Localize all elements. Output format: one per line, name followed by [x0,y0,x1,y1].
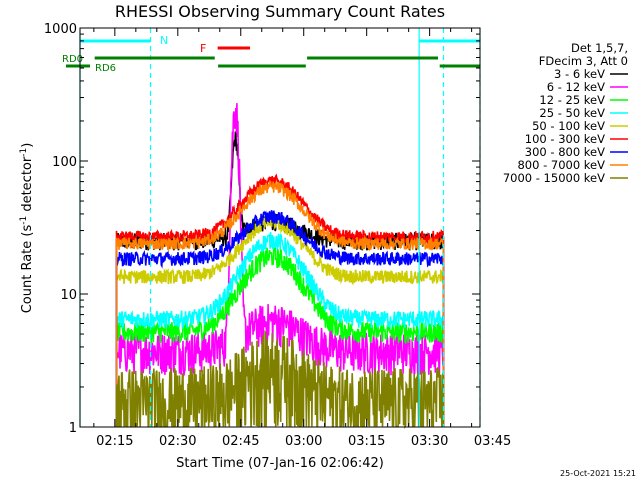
x-tick-label-5: 03:30 [411,434,448,449]
flare-label: F [200,42,206,55]
x-tick-label-4: 03:15 [348,434,385,449]
legend-label-7: 800 - 7000 keV [517,158,605,172]
y-tick-label-3: 1000 [44,22,77,37]
x-axis: 02:15 02:30 02:45 03:00 03:15 03:30 03:45 [93,28,511,449]
date-stamp: 25-Oct-2021 15:21 [560,469,636,478]
y-axis-label-main: Count Rate (s [20,225,35,314]
x-axis-label: Start Time (07-Jan-16 02:06:42) [176,456,384,471]
y-axis: 1 10 100 1000 [44,22,480,436]
x-tick-label-0: 02:15 [96,434,133,449]
series-line-3 [115,232,445,428]
x-tick-label-6: 03:45 [474,434,511,449]
rd6-label: RD6 [95,63,116,74]
saa-label: N [160,34,168,47]
y-axis-label: Count Rate (s-1 detector-1) [19,143,35,314]
y-axis-label-mid: detector [20,156,35,216]
legend-label-0: 3 - 6 keV [554,67,605,81]
series-line-6 [115,210,445,428]
y-axis-label-sup2: -1 [19,148,29,157]
y-tick-label-1: 10 [60,288,77,303]
series-line-7 [115,179,445,428]
legend-label-6: 300 - 800 keV [525,145,605,159]
legend-header-line-1: Det 1,5,7, [571,41,628,55]
series-line-8 [115,329,445,430]
legend-label-3: 25 - 50 keV [539,106,605,120]
series-line-1 [115,103,445,428]
y-tick-label-2: 100 [52,155,77,170]
chart-title: RHESSI Observing Summary Count Rates [115,2,445,21]
legend-label-2: 12 - 25 keV [539,93,605,107]
legend-label-5: 100 - 300 keV [525,132,605,146]
x-tick-label-1: 02:30 [159,434,196,449]
legend-label-4: 50 - 100 keV [532,119,605,133]
series-group [115,103,445,430]
rd0-label: RD0 [62,54,83,65]
y-axis-label-sup1: -1 [19,216,29,225]
plot-frame [79,27,481,428]
y-axis-label-end: ) [20,143,35,148]
legend-header-line-2: FDecim 3, Att 0 [539,54,628,68]
legend-label-8: 7000 - 15000 keV [503,171,605,185]
x-tick-label-2: 02:45 [222,434,259,449]
legend-label-1: 6 - 12 keV [547,80,605,94]
x-tick-label-3: 03:00 [285,434,322,449]
y-tick-label-0: 1 [69,421,77,436]
